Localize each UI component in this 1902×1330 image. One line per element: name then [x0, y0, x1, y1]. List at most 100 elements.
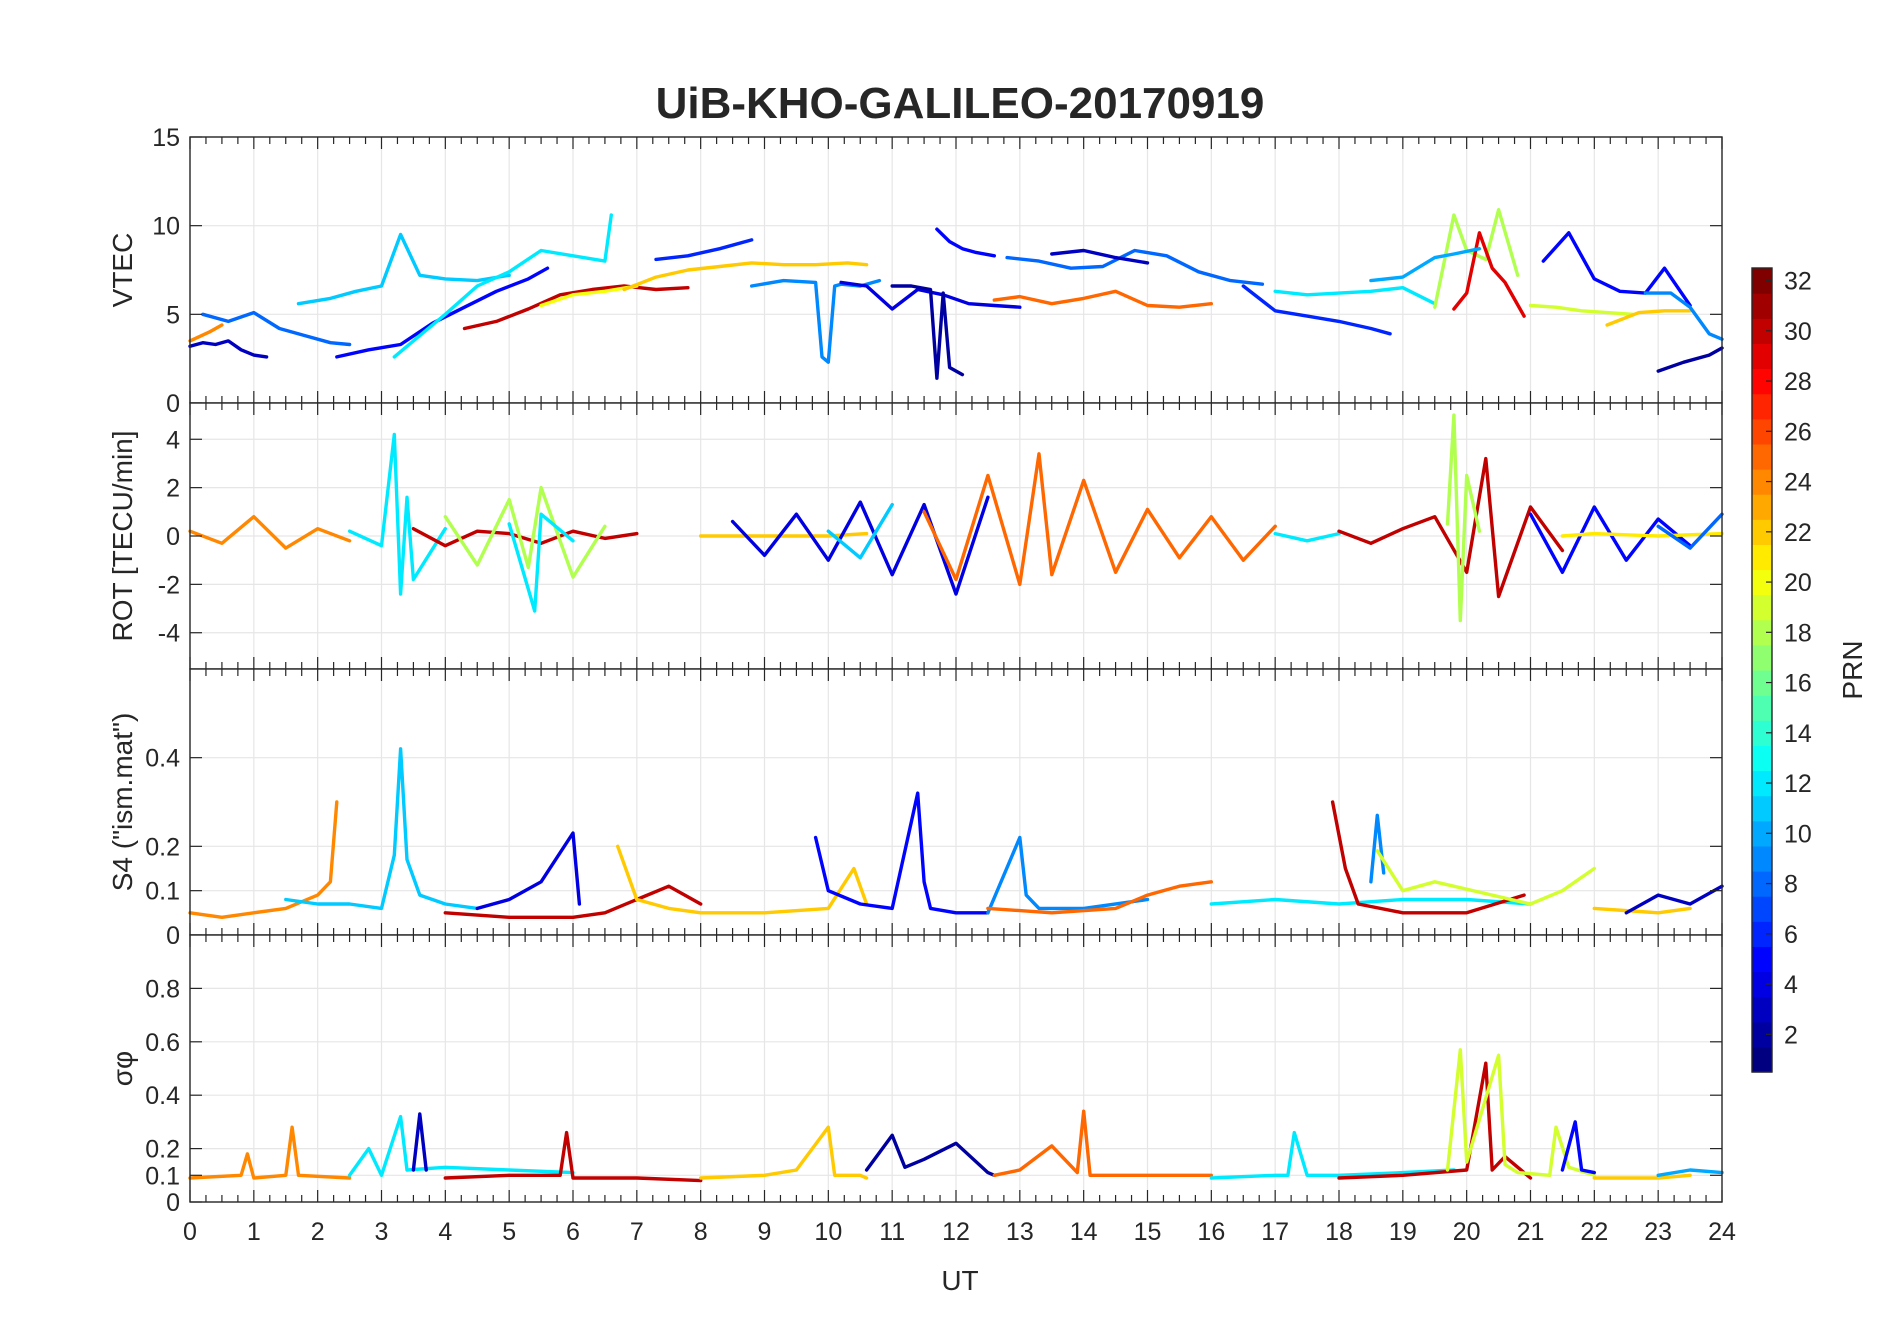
y-tick-label: -2	[158, 571, 180, 599]
y-tick-label: 10	[152, 213, 180, 241]
colorbar-tick-label: 4	[1784, 971, 1798, 999]
x-axis-tick-labels: 0 1 2 3 4 5 6 7 8 9 10 11 12 13 14 15 16 17 18 19 20 21 22 23 24	[183, 1218, 1736, 1246]
series-line-prn-5	[1541, 231, 1692, 308]
series-line-prn-11	[284, 747, 479, 911]
y-tick-label: 0.8	[145, 975, 180, 1003]
series-line-prn-22	[622, 261, 869, 292]
series-line-prn-10	[1656, 1168, 1724, 1178]
series-line-prn-30	[443, 884, 703, 919]
series-line-prn-30	[1337, 456, 1565, 599]
series-line-prn-4	[730, 495, 990, 596]
series-line-prn-3	[188, 339, 269, 359]
series-line-prn-30	[462, 284, 690, 331]
colorbar-tick-label: 2	[1784, 1021, 1798, 1049]
series-line-prn-3	[411, 1112, 428, 1172]
x-tick-label: 5	[502, 1218, 516, 1246]
colorbar-tick-label: 12	[1784, 770, 1812, 798]
colorbar-segment	[1752, 544, 1772, 571]
series-line-prn-24	[188, 800, 339, 919]
colorbar-segment	[1752, 343, 1772, 370]
y-tick-label: 0	[166, 922, 180, 950]
series-line-prn-12	[1273, 531, 1341, 543]
series-line-prn-22	[1592, 906, 1692, 915]
colorbar-label: PRN	[1837, 640, 1868, 699]
y-tick-label: 4	[166, 426, 180, 454]
x-tick-label: 20	[1453, 1218, 1481, 1246]
colorbar-segment	[1752, 720, 1772, 746]
colorbar-segment	[1752, 318, 1772, 344]
series-line-prn-11	[826, 502, 894, 560]
series-line-prn-22	[616, 844, 869, 915]
series-line-prn-24	[188, 323, 224, 343]
y-tick-label: 2	[166, 475, 180, 503]
colorbar-segment	[1752, 971, 1772, 998]
y-axis-label-vtec: VTEC	[107, 233, 138, 308]
y-tick-label: 0.2	[145, 1136, 180, 1164]
colorbar-segment	[1752, 1021, 1772, 1048]
colorbar-segment	[1752, 293, 1772, 319]
colorbar-segment	[1752, 644, 1772, 671]
colorbar-tick-label: 18	[1784, 619, 1812, 647]
series-line-prn-9	[986, 835, 1150, 915]
colorbar-tick-label: 16	[1784, 670, 1812, 698]
y-tick-label: 15	[152, 124, 180, 152]
y-tick-label: 0	[166, 390, 180, 418]
series-line-prn-3	[1624, 884, 1724, 915]
y-axis-label-sigma_phi: σφ	[107, 1051, 138, 1086]
colorbar-segment	[1752, 494, 1772, 520]
colorbar-tick-label: 32	[1784, 268, 1812, 296]
colorbar-segment	[1752, 268, 1772, 294]
series-line-prn-8	[201, 310, 352, 347]
colorbar-segment	[1752, 469, 1772, 495]
series-line-prn-9	[1643, 291, 1724, 341]
series-line-prn-22	[699, 1125, 869, 1180]
colorbar-frame	[1751, 267, 1773, 1073]
colorbar-segment	[1752, 896, 1772, 922]
colorbar-segment	[1752, 996, 1772, 1023]
x-tick-label: 16	[1197, 1218, 1225, 1246]
colorbar-segment	[1752, 619, 1772, 646]
series-line-prn-24	[188, 515, 352, 550]
series-line-prn-29	[1452, 231, 1526, 318]
y-tick-label: 0.6	[145, 1029, 180, 1057]
colorbar-segment	[1752, 670, 1772, 696]
x-tick-label: 17	[1261, 1218, 1289, 1246]
series-line-prn-25	[992, 1109, 1214, 1178]
series-line-prn-2	[864, 1133, 996, 1178]
y-tick-label: 0.2	[145, 833, 180, 861]
series-line-prn-12	[1209, 897, 1533, 906]
series-line-prn-19	[1528, 303, 1635, 316]
series-line-prn-8	[1005, 248, 1265, 286]
x-tick-label: 1	[247, 1218, 261, 1246]
series-line-prn-12	[1209, 1130, 1456, 1180]
colorbar-tick-label: 22	[1784, 519, 1812, 547]
colorbar-segment	[1752, 443, 1772, 470]
series-line-prn-6	[1241, 284, 1392, 336]
x-tick-label: 23	[1644, 1218, 1672, 1246]
series-line-prn-19	[1445, 1048, 1597, 1178]
colorbar-segment	[1752, 519, 1772, 545]
colorbar-tick-label: 6	[1784, 921, 1798, 949]
x-tick-label: 4	[438, 1218, 452, 1246]
x-tick-label: 7	[630, 1218, 644, 1246]
colorbar-tick-label: 20	[1784, 569, 1812, 597]
series-line-prn-21	[1560, 531, 1724, 538]
x-tick-label: 21	[1517, 1218, 1545, 1246]
x-tick-label: 3	[375, 1218, 389, 1246]
colorbar-segment	[1752, 871, 1772, 897]
series-line-prn-10	[1369, 246, 1482, 283]
series-line-prn-25	[986, 880, 1214, 915]
x-axis-label: UT	[941, 1265, 978, 1296]
series-line-prn-9	[1369, 813, 1386, 884]
series-line-prn-30	[1330, 800, 1526, 915]
series-line-prn-18	[443, 485, 607, 579]
colorbar-segment	[1752, 770, 1772, 797]
y-tick-label: 0.1	[145, 1162, 180, 1190]
panel-sigma_phi: 00.10.2 0.4 0.6 0.8 σφ	[107, 934, 1724, 1217]
series-line-prn-22	[1605, 309, 1692, 327]
x-tick-label: 13	[1006, 1218, 1034, 1246]
x-tick-label: 24	[1708, 1218, 1736, 1246]
